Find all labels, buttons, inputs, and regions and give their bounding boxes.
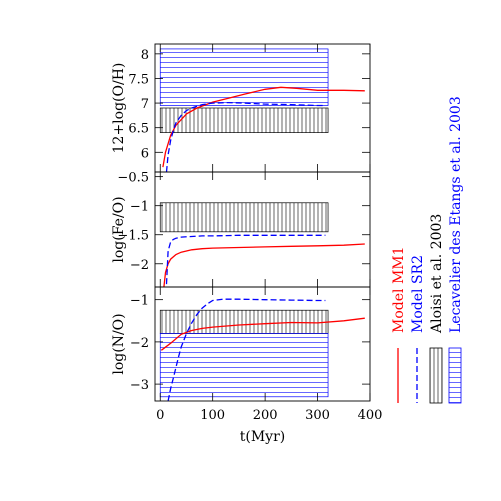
y-tick-label: 7 <box>141 97 149 112</box>
legend-symbol <box>448 347 462 404</box>
band-1 <box>159 107 329 133</box>
y-tick-label: 8 <box>141 48 149 63</box>
y-tick-label: 7.5 <box>128 72 149 87</box>
x-tick-label: 300 <box>305 408 330 423</box>
y-tick-label: −1 <box>130 200 149 215</box>
series-line-sr2 <box>165 101 326 172</box>
y-tick-label: −2 <box>130 258 149 273</box>
y-tick-label: −1 <box>130 294 149 309</box>
band-0 <box>159 309 329 334</box>
y-tick-label: −0.5 <box>117 171 149 186</box>
series-line-mm1 <box>160 317 365 351</box>
y-tick-label: −3 <box>130 378 149 393</box>
band-1 <box>159 333 329 398</box>
y-tick-label: 6 <box>141 146 149 161</box>
axes-frame <box>154 286 371 402</box>
nitrogen-panel: −1 −2 −3 0 100 200 300 400 t(Myr) log(N/O) <box>111 286 383 445</box>
x-tick-label: 200 <box>253 408 278 423</box>
x-axis-label: t(Myr) <box>240 429 286 445</box>
series-line-mm1 <box>163 243 365 287</box>
y-axis-label: 12+log(O/H) <box>111 63 127 154</box>
legend-entry: Lecavelier des Etangs et al. 2003 <box>448 96 464 404</box>
legend-entry: Model MM1 <box>391 246 407 403</box>
legend-label: Model MM1 <box>391 246 407 333</box>
series-line-sr2 <box>167 298 326 401</box>
x-tick-label: 100 <box>200 408 225 423</box>
y-tick-label: −1.5 <box>117 229 149 244</box>
legend: Model MM1 Model SR2 Aloisi et al. 2003 Leca… <box>391 96 464 404</box>
legend-symbol <box>429 347 443 404</box>
legend-label: Model SR2 <box>410 255 426 333</box>
y-tick-label: −2 <box>130 336 149 351</box>
y-axis-label: log(N/O) <box>111 313 127 374</box>
x-tick-label: 0 <box>156 408 164 423</box>
band-0 <box>159 48 329 106</box>
legend-label: Aloisi et al. 2003 <box>429 214 445 334</box>
x-tick-label: 400 <box>358 408 383 423</box>
y-axis-label: log(Fe/O) <box>111 196 127 262</box>
legend-label: Lecavelier des Etangs et al. 2003 <box>448 96 464 333</box>
legend-entry: Model SR2 <box>410 255 426 403</box>
series-line-sr2 <box>165 234 326 285</box>
band-0 <box>159 202 329 233</box>
oxygen-panel: 6 6.5 7 7.5 8 12+log(O/H) <box>111 43 371 173</box>
legend-entry: Aloisi et al. 2003 <box>429 214 445 404</box>
y-tick-label: 6.5 <box>128 122 149 137</box>
